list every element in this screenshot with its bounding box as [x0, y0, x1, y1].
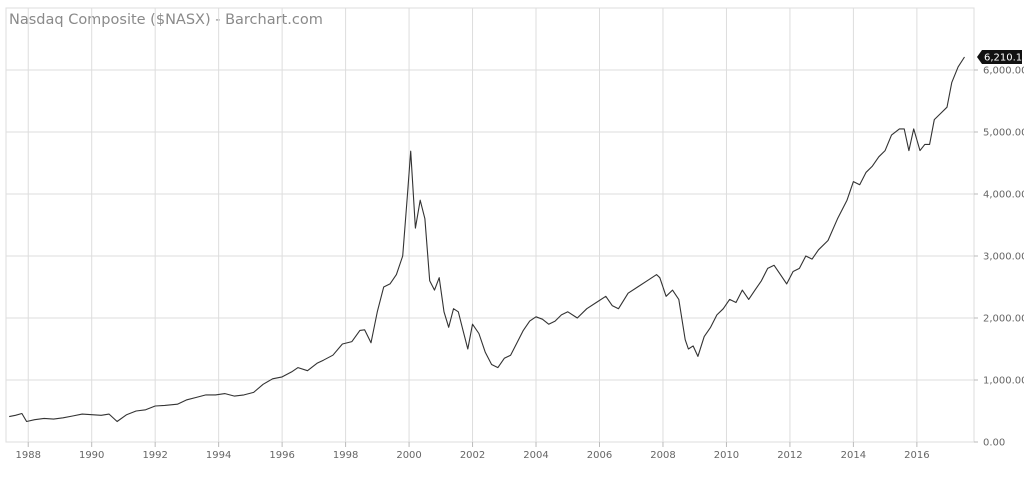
- last-value-badge: 6,210.19: [977, 49, 1024, 64]
- chart-title: Nasdaq Composite ($NASX) - Barchart.com: [9, 12, 323, 28]
- x-tick-label: 2012: [777, 450, 802, 461]
- y-tick-label: 0.00: [983, 438, 1005, 449]
- x-tick-label: 1996: [269, 450, 294, 461]
- x-tick-label: 2014: [841, 450, 866, 461]
- plot-frame: [5, 7, 975, 443]
- y-tick-label: 4,000.00: [983, 190, 1024, 201]
- x-axis: 1988 1990 1992 1994 1996 1998 2000 2002 2004 2006…: [15, 442, 930, 461]
- x-tick-label: 2010: [714, 450, 739, 461]
- x-tick-label: 2002: [460, 450, 485, 461]
- x-tick-label: 1994: [206, 450, 231, 461]
- series-line-group: [9, 56, 965, 423]
- x-tick-label: 2008: [650, 450, 675, 461]
- x-tick-label: 1998: [333, 450, 358, 461]
- x-tick-label: 1988: [15, 450, 40, 461]
- x-tick-label: 2016: [904, 450, 929, 461]
- y-tick-label: 2,000.00: [983, 314, 1024, 325]
- series-line: [9, 56, 965, 423]
- last-value-badge-shape: [977, 49, 1022, 64]
- x-tick-label: 2000: [396, 450, 421, 461]
- y-tick-label: 6,000.00: [983, 66, 1024, 77]
- y-tick-label: 5,000.00: [983, 128, 1024, 139]
- x-tick-label: 1992: [142, 450, 167, 461]
- y-axis: 0.00 1,000.00 2,000.00 3,000.00 4,000.00 5,00…: [974, 66, 1024, 449]
- last-value-label: 6,210.19: [984, 52, 1024, 63]
- x-tick-label: 1990: [79, 450, 104, 461]
- x-tick-label: 2004: [523, 450, 548, 461]
- y-tick-label: 1,000.00: [983, 376, 1024, 387]
- grid-lines: [5, 7, 975, 443]
- x-tick-label: 2006: [587, 450, 612, 461]
- y-tick-label: 3,000.00: [983, 252, 1024, 263]
